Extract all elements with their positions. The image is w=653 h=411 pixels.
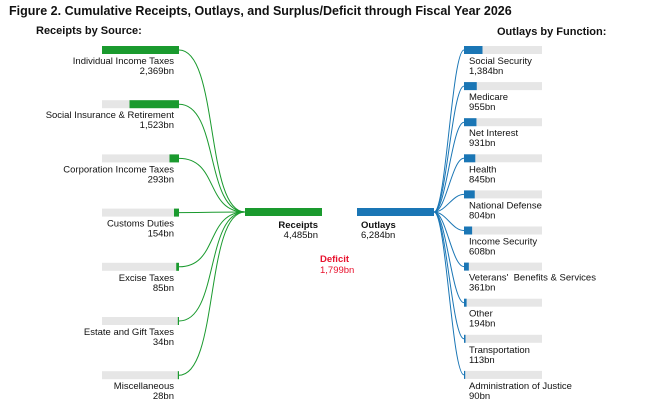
source-label-estate-and-gift-taxes: Estate and Gift Taxes: [84, 327, 174, 338]
outlays-by-function-header: Outlays by Function:: [497, 26, 607, 38]
function-bar-income-security: [464, 226, 473, 235]
source-label-miscellaneous: Miscellaneous: [114, 381, 174, 392]
function-value-veterans-benefits-services: 361bn: [469, 283, 495, 294]
source-bar-excise-taxes: [176, 262, 179, 271]
source-track-customs-duties: [102, 208, 179, 217]
source-bar-corporation-income-taxes: [169, 154, 179, 163]
source-value-miscellaneous: 28bn: [153, 391, 174, 402]
source-track-corporation-income-taxes: [102, 154, 179, 163]
source-label-individual-income-taxes: Individual Income Taxes: [73, 56, 174, 67]
function-track-administration-of-justice: [464, 370, 542, 379]
source-bar-estate-and-gift-taxes: [177, 317, 179, 325]
source-value-excise-taxes: 85bn: [153, 283, 174, 294]
function-value-national-defense: 804bn: [469, 210, 495, 221]
function-value-transportation: 113bn: [469, 355, 495, 366]
source-label-corporation-income-taxes: Corporation Income Taxes: [63, 164, 174, 175]
function-link-national-defense: [433, 193, 465, 213]
outlays-total-value: 6,284bn: [361, 230, 395, 241]
source-track-estate-and-gift-taxes: [102, 317, 179, 325]
function-bar-transportation: [464, 334, 466, 343]
source-link-individual-income-taxes: [178, 49, 246, 213]
function-bar-social-security: [464, 46, 483, 54]
function-link-administration-of-justice: [433, 211, 465, 376]
source-track-excise-taxes: [102, 262, 179, 271]
source-value-individual-income-taxes: 2,369bn: [140, 66, 174, 77]
source-label-customs-duties: Customs Duties: [107, 219, 174, 230]
source-link-corporation-income-taxes: [178, 157, 246, 213]
function-track-veterans-benefits-services: [464, 262, 542, 271]
source-value-corporation-income-taxes: 293bn: [148, 174, 174, 185]
source-value-estate-and-gift-taxes: 34bn: [153, 337, 174, 348]
source-bar-customs-duties: [173, 208, 179, 217]
receipts-by-source-header: Receipts by Source:: [36, 25, 142, 37]
function-track-transportation: [464, 334, 542, 343]
function-bar-national-defense: [464, 190, 475, 199]
deficit-value: 1,799bn: [320, 265, 354, 276]
function-link-net-interest: [433, 121, 465, 213]
function-label-veterans-benefits-services: Veterans' Benefits & Services: [469, 273, 596, 284]
function-label-national-defense: National Defense: [469, 200, 542, 211]
outlays-total-bar: [357, 208, 434, 216]
outlays-total-label: Outlays: [361, 220, 396, 231]
function-value-administration-of-justice: 90bn: [469, 391, 490, 402]
function-value-medicare: 955bn: [469, 102, 495, 113]
source-label-excise-taxes: Excise Taxes: [119, 273, 175, 284]
source-link-customs-duties: [178, 211, 246, 214]
function-label-health: Health: [469, 164, 496, 175]
function-track-national-defense: [464, 190, 542, 199]
function-label-social-security: Social Security: [469, 56, 532, 67]
function-track-income-security: [464, 226, 542, 235]
source-value-customs-duties: 154bn: [148, 229, 174, 240]
function-track-net-interest: [464, 118, 542, 127]
function-bar-medicare: [464, 82, 477, 91]
function-track-health: [464, 154, 542, 163]
source-bar-social-insurance-retirement: [129, 100, 179, 109]
figure-title: Figure 2. Cumulative Receipts, Outlays, …: [9, 4, 512, 18]
function-link-health: [433, 157, 465, 213]
links-layer: [178, 49, 465, 376]
function-link-social-security: [433, 49, 465, 213]
source-link-social-insurance-retirement: [178, 103, 246, 213]
function-bar-net-interest: [464, 118, 477, 127]
function-link-medicare: [433, 85, 465, 213]
function-value-net-interest: 931bn: [469, 138, 495, 149]
source-track-miscellaneous: [102, 371, 179, 380]
function-label-medicare: Medicare: [469, 92, 508, 103]
function-bar-veterans-benefits-services: [464, 262, 469, 271]
function-label-administration-of-justice: Administration of Justice: [469, 381, 572, 392]
function-label-other: Other: [469, 309, 493, 320]
function-label-income-security: Income Security: [469, 237, 537, 248]
function-value-health: 845bn: [469, 174, 495, 185]
function-track-medicare: [464, 82, 542, 91]
source-bar-individual-income-taxes: [102, 46, 179, 54]
function-value-income-security: 608bn: [469, 247, 495, 258]
source-bar-miscellaneous: [177, 371, 179, 380]
bars-layer: [102, 46, 542, 380]
receipts-total-label: Receipts: [278, 220, 318, 231]
function-bar-health: [464, 154, 476, 163]
function-bar-other: [464, 298, 467, 307]
function-value-social-security: 1,384bn: [469, 66, 503, 77]
source-value-social-insurance-retirement: 1,523bn: [140, 120, 174, 131]
source-label-social-insurance-retirement: Social Insurance & Retirement: [46, 110, 175, 121]
function-label-net-interest: Net Interest: [469, 128, 518, 139]
function-track-social-security: [464, 46, 542, 54]
function-label-transportation: Transportation: [469, 345, 530, 356]
function-track-other: [464, 298, 542, 307]
function-link-transportation: [433, 211, 465, 340]
deficit-label: Deficit: [320, 254, 350, 265]
source-link-excise-taxes: [178, 211, 246, 268]
function-bar-administration-of-justice: [464, 370, 466, 379]
receipts-total-bar: [245, 208, 322, 216]
function-value-other: 194bn: [469, 319, 495, 330]
source-link-estate-and-gift-taxes: [178, 211, 246, 322]
receipts-total-value: 4,485bn: [284, 230, 318, 241]
source-link-miscellaneous: [178, 211, 246, 376]
